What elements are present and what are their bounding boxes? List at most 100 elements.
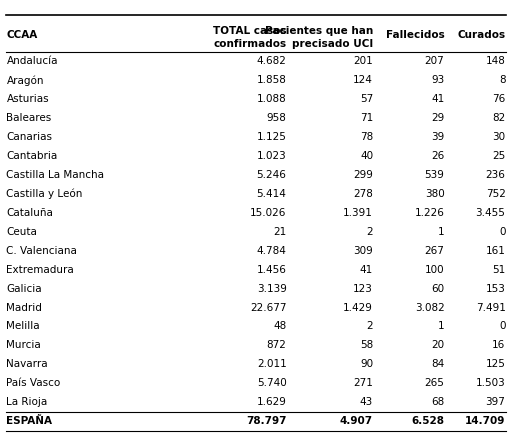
Text: precisado UCI: precisado UCI <box>292 39 373 49</box>
Text: 4.784: 4.784 <box>257 246 287 256</box>
Text: 539: 539 <box>424 170 444 180</box>
Text: 124: 124 <box>353 75 373 85</box>
Text: 267: 267 <box>424 246 444 256</box>
Text: 752: 752 <box>486 189 505 199</box>
Text: País Vasco: País Vasco <box>7 378 61 388</box>
Text: 78: 78 <box>360 132 373 142</box>
Text: 1: 1 <box>438 227 444 237</box>
Text: Aragón: Aragón <box>7 75 44 85</box>
Text: 39: 39 <box>431 132 444 142</box>
Text: 299: 299 <box>353 170 373 180</box>
Text: 60: 60 <box>431 284 444 294</box>
Text: 25: 25 <box>492 151 505 161</box>
Text: Melilla: Melilla <box>7 322 40 331</box>
Text: CCAA: CCAA <box>7 30 38 40</box>
Text: 380: 380 <box>424 189 444 199</box>
Text: Murcia: Murcia <box>7 340 41 350</box>
Text: 3.139: 3.139 <box>257 284 287 294</box>
Text: 8: 8 <box>499 75 505 85</box>
Text: 265: 265 <box>424 378 444 388</box>
Text: 100: 100 <box>425 265 444 275</box>
Text: Curados: Curados <box>457 30 505 40</box>
Text: 26: 26 <box>431 151 444 161</box>
Text: Extremadura: Extremadura <box>7 265 74 275</box>
Text: Galicia: Galicia <box>7 284 42 294</box>
Text: 51: 51 <box>492 265 505 275</box>
Text: 1.391: 1.391 <box>343 208 373 218</box>
Text: 41: 41 <box>360 265 373 275</box>
Text: 397: 397 <box>486 397 505 407</box>
Text: 6.528: 6.528 <box>412 416 444 426</box>
Text: 71: 71 <box>360 113 373 123</box>
Text: 278: 278 <box>353 189 373 199</box>
Text: TOTAL casos: TOTAL casos <box>213 26 287 35</box>
Text: 22.677: 22.677 <box>250 303 287 313</box>
Text: 21: 21 <box>273 227 287 237</box>
Text: 2: 2 <box>367 322 373 331</box>
Text: 0: 0 <box>499 227 505 237</box>
Text: C. Valenciana: C. Valenciana <box>7 246 77 256</box>
Text: 5.740: 5.740 <box>257 378 287 388</box>
Text: Castilla La Mancha: Castilla La Mancha <box>7 170 104 180</box>
Text: 58: 58 <box>360 340 373 350</box>
Text: 78.797: 78.797 <box>246 416 287 426</box>
Text: Baleares: Baleares <box>7 113 52 123</box>
Text: 90: 90 <box>360 359 373 369</box>
Text: Canarias: Canarias <box>7 132 53 142</box>
Text: 1.429: 1.429 <box>343 303 373 313</box>
Text: 1.456: 1.456 <box>257 265 287 275</box>
Text: 20: 20 <box>431 340 444 350</box>
Text: 161: 161 <box>486 246 505 256</box>
Text: 48: 48 <box>273 322 287 331</box>
Text: 236: 236 <box>486 170 505 180</box>
Text: 84: 84 <box>431 359 444 369</box>
Text: 3.455: 3.455 <box>476 208 505 218</box>
Text: 57: 57 <box>360 94 373 105</box>
Text: 40: 40 <box>360 151 373 161</box>
Text: Madrid: Madrid <box>7 303 42 313</box>
Text: 30: 30 <box>493 132 505 142</box>
Text: Castilla y León: Castilla y León <box>7 189 83 199</box>
Text: 0: 0 <box>499 322 505 331</box>
Text: 207: 207 <box>424 56 444 66</box>
Text: 123: 123 <box>353 284 373 294</box>
Text: 43: 43 <box>360 397 373 407</box>
Text: 1.088: 1.088 <box>257 94 287 105</box>
Text: Ceuta: Ceuta <box>7 227 37 237</box>
Text: 125: 125 <box>486 359 505 369</box>
Text: 5.414: 5.414 <box>257 189 287 199</box>
Text: 14.709: 14.709 <box>465 416 505 426</box>
Text: 76: 76 <box>492 94 505 105</box>
Text: 1.125: 1.125 <box>257 132 287 142</box>
Text: 958: 958 <box>267 113 287 123</box>
Text: Navarra: Navarra <box>7 359 48 369</box>
Text: 41: 41 <box>431 94 444 105</box>
Text: ESPAÑA: ESPAÑA <box>7 416 53 426</box>
Text: Andalucía: Andalucía <box>7 56 58 66</box>
Text: 4.682: 4.682 <box>257 56 287 66</box>
Text: 68: 68 <box>431 397 444 407</box>
Text: 1.023: 1.023 <box>257 151 287 161</box>
Text: 4.907: 4.907 <box>340 416 373 426</box>
Text: 82: 82 <box>492 113 505 123</box>
Text: 7.491: 7.491 <box>476 303 505 313</box>
Text: 1.503: 1.503 <box>476 378 505 388</box>
Text: La Rioja: La Rioja <box>7 397 48 407</box>
Text: Pacientes que han: Pacientes que han <box>265 26 373 35</box>
Text: 3.082: 3.082 <box>415 303 444 313</box>
Text: 872: 872 <box>267 340 287 350</box>
Text: 201: 201 <box>353 56 373 66</box>
Text: 271: 271 <box>353 378 373 388</box>
Text: 1: 1 <box>438 322 444 331</box>
Text: 309: 309 <box>353 246 373 256</box>
Text: 16: 16 <box>492 340 505 350</box>
Text: 29: 29 <box>431 113 444 123</box>
Text: 1.858: 1.858 <box>257 75 287 85</box>
Text: 5.246: 5.246 <box>257 170 287 180</box>
Text: confirmados: confirmados <box>214 39 287 49</box>
Text: 2: 2 <box>367 227 373 237</box>
Text: Cantabria: Cantabria <box>7 151 58 161</box>
Text: Asturias: Asturias <box>7 94 49 105</box>
Text: 15.026: 15.026 <box>250 208 287 218</box>
Text: Fallecidos: Fallecidos <box>386 30 444 40</box>
